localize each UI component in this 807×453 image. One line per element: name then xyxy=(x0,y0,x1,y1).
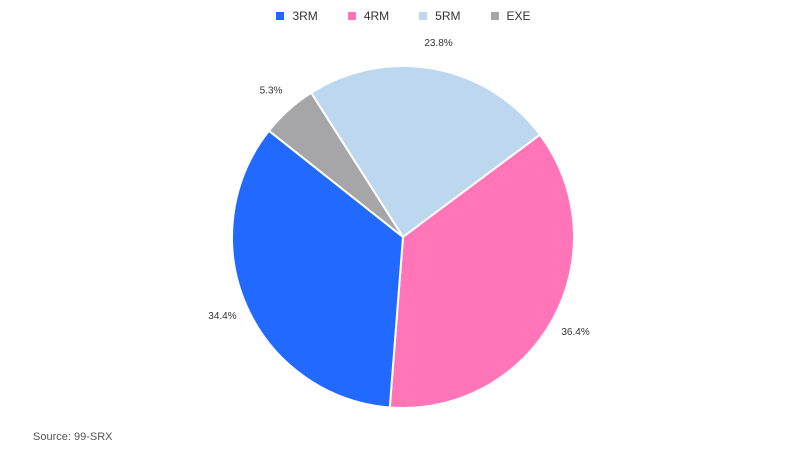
legend-item-exe: EXE xyxy=(490,9,531,23)
legend-item-3rm: 3RM xyxy=(276,9,318,23)
legend-swatch-3rm xyxy=(276,12,285,20)
pie-slice-4rm xyxy=(388,133,575,409)
legend-item-4rm: 4RM xyxy=(347,9,390,23)
pie-slice-exe xyxy=(267,91,404,238)
legend-swatch-4rm xyxy=(347,12,356,20)
data-label-4rm: 36.4% xyxy=(561,327,589,338)
chart-legend: 3RM 4RM 5RM EXE xyxy=(0,9,807,23)
data-label-exe: 5.3% xyxy=(260,86,283,97)
data-label-3rm: 34.4% xyxy=(208,311,236,322)
source-note: Source: 99-SRX xyxy=(33,431,113,443)
legend-label-5rm: 5RM xyxy=(435,9,461,23)
pie-slice-3rm xyxy=(231,129,405,409)
legend-swatch-exe xyxy=(490,12,499,20)
pie-slice-5rm xyxy=(309,65,542,239)
data-label-5rm: 23.8% xyxy=(424,38,452,49)
legend-label-4rm: 4RM xyxy=(363,9,390,23)
legend-label-exe: EXE xyxy=(506,9,531,23)
legend-swatch-5rm xyxy=(419,12,428,20)
legend-label-3rm: 3RM xyxy=(292,9,318,23)
legend-item-5rm: 5RM xyxy=(419,9,461,23)
